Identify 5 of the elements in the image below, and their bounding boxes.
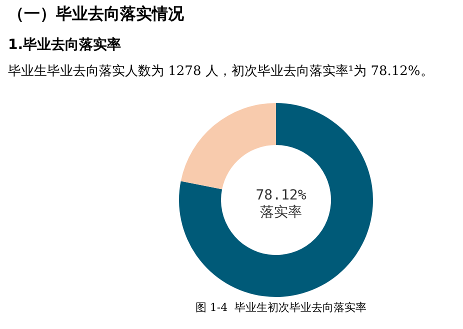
- chart-title: （一）毕业去向落实情况: [8, 4, 184, 25]
- text: 78.12% 落实率: [256, 188, 307, 220]
- caption: 图 1-4 毕业生初次毕业去向落实率: [195, 301, 367, 314]
- text: 1.毕业去向落实率: [8, 36, 122, 54]
- text: 毕业生毕业去向落实人数为 1278 人，初次毕业去向落实率¹为 78.12%。: [8, 63, 434, 80]
